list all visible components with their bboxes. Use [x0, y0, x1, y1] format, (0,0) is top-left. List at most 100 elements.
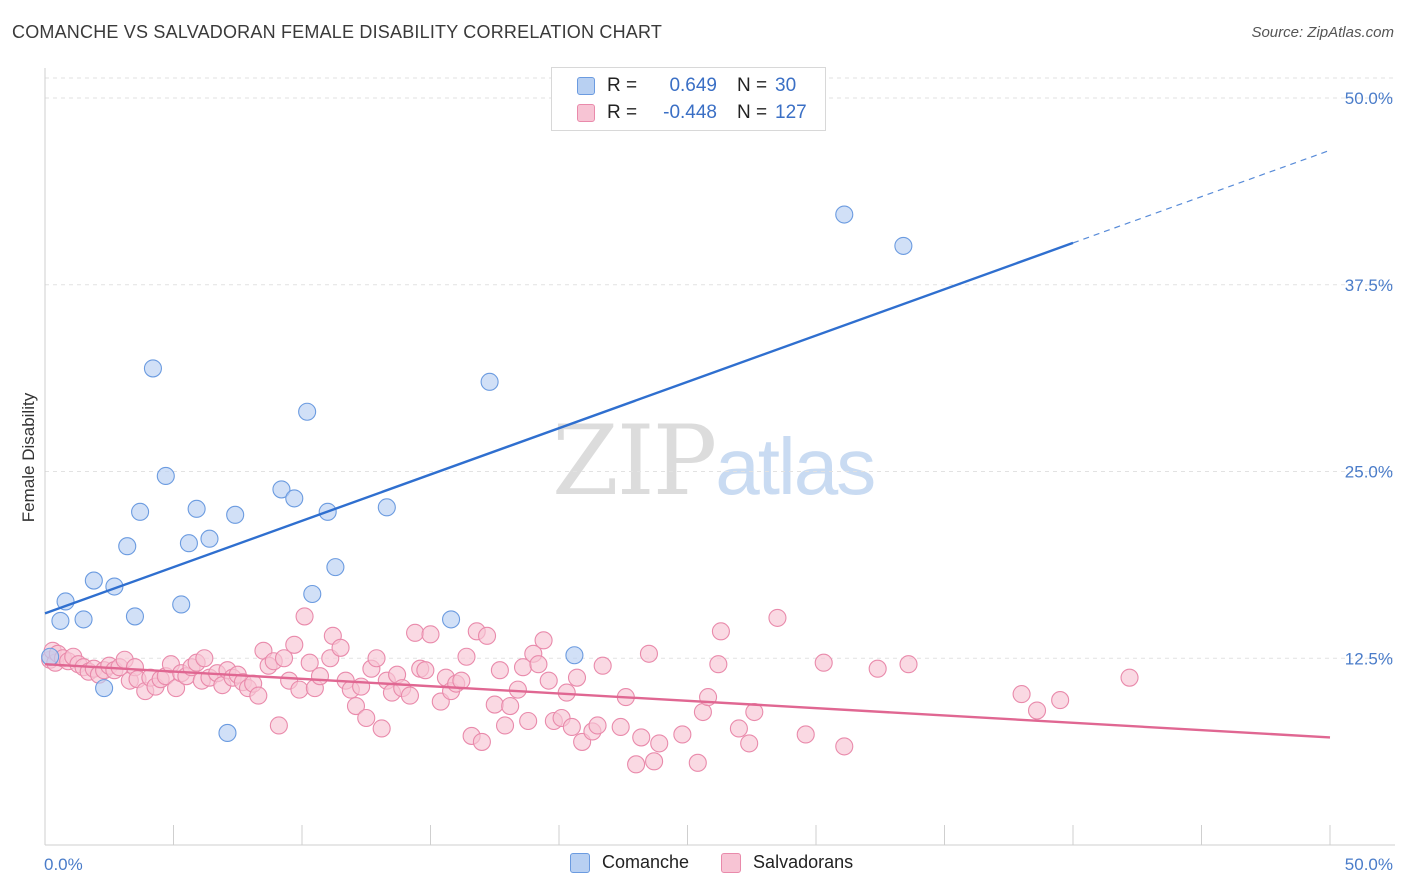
legend-swatch-salvadorans — [577, 104, 595, 122]
salvadoran-point — [729, 719, 748, 738]
series-swatch-comanche — [570, 852, 590, 873]
watermark-atlas: atlas — [715, 422, 876, 511]
comanche-point — [51, 611, 70, 630]
salvadoran-point — [195, 649, 214, 668]
points-layer — [41, 205, 1139, 774]
salvadoran-point — [372, 719, 391, 738]
salvadoran-point — [346, 697, 366, 716]
salvadoran-point — [1027, 701, 1047, 720]
legend-row-salvadorans: R = -0.448 N = 127 — [552, 100, 807, 126]
y-tick-label: 50.0% — [1345, 89, 1393, 108]
salvadoran-point — [632, 728, 651, 747]
salvadoran-point — [352, 677, 371, 696]
salvadoran-point — [529, 655, 548, 674]
salvadoran-point — [457, 647, 476, 666]
salvadoran-point — [519, 711, 538, 731]
comanche-point — [272, 480, 291, 499]
series-legend-salvadorans[interactable]: Salvadorans — [721, 852, 853, 873]
series-label-salvadorans: Salvadorans — [753, 852, 854, 872]
comanche-trend-extension — [1072, 149, 1331, 244]
salvadoran-point — [300, 653, 319, 672]
salvadoran-point — [814, 653, 833, 672]
salvadoran-point — [357, 708, 376, 728]
salvadoran-point — [274, 649, 294, 668]
legend-n-value: 30 — [775, 75, 797, 96]
series-salvadoran-points — [41, 607, 1139, 774]
legend-n-label: N = — [737, 75, 768, 96]
series-legend-comanche[interactable]: Comanche — [570, 852, 689, 873]
comanche-point — [226, 505, 245, 524]
legend-r-label: R = — [607, 75, 638, 96]
y-tick-label: 12.5% — [1345, 649, 1393, 668]
salvadoran-point — [367, 649, 386, 668]
salvadoran-point — [835, 737, 854, 756]
salvadoran-point — [421, 625, 440, 644]
comanche-point — [835, 205, 854, 224]
salvadoran-point — [295, 607, 314, 626]
legend-n-value: 127 — [775, 102, 807, 123]
chart-source: Source: ZipAtlas.com — [1251, 24, 1394, 41]
salvadoran-point — [768, 608, 787, 627]
legend-r-value: 0.649 — [669, 75, 717, 96]
salvadoran-point — [562, 717, 581, 737]
salvadoran-point — [539, 671, 558, 690]
series-swatch-salvadorans — [721, 852, 742, 873]
salvadoran-point — [406, 623, 425, 642]
comanche-point — [285, 489, 304, 508]
comanche-point — [326, 558, 345, 577]
comanche-point — [125, 607, 144, 626]
comanche-point — [298, 402, 317, 421]
salvadoran-point — [490, 661, 509, 680]
salvadoran-point — [650, 734, 669, 753]
salvadoran-point — [485, 695, 504, 714]
salvadoran-point — [593, 656, 612, 675]
salvadoran-point — [508, 680, 527, 699]
comanche-point — [179, 534, 198, 553]
comanche-point — [894, 236, 913, 255]
salvadoran-point — [472, 732, 491, 751]
legend-r-value: -0.448 — [663, 102, 717, 123]
comanche-point — [131, 502, 150, 521]
salvadoran-point — [249, 686, 268, 705]
salvadoran-point — [416, 661, 435, 680]
comanche-point — [565, 646, 584, 665]
trend-layer — [44, 149, 1331, 739]
series-label-comanche: Comanche — [602, 852, 690, 872]
salvadoran-point — [501, 697, 520, 716]
series-comanche-points — [41, 205, 913, 743]
salvadoran-point — [868, 659, 887, 678]
salvadoran-point — [645, 752, 664, 771]
correlation-legend: R = 0.649 N = 30 R = -0.448 N = 127 — [551, 67, 826, 131]
comanche-point — [118, 537, 137, 556]
salvadoran-trend-line — [44, 663, 1331, 739]
comanche-point — [143, 359, 162, 378]
comanche-point — [95, 679, 114, 698]
comanche-point — [200, 529, 219, 548]
salvadoran-point — [534, 631, 553, 650]
comanche-point — [74, 610, 93, 629]
salvadoran-point — [1012, 685, 1031, 704]
salvadoran-point — [310, 667, 330, 686]
comanche-trend-line — [44, 241, 1074, 615]
x-tick-label-min: 0.0% — [44, 855, 83, 874]
salvadoran-point — [495, 716, 515, 735]
axis-layer — [44, 68, 1395, 846]
legend-row-comanche: R = 0.649 N = 30 — [552, 73, 796, 99]
comanche-point — [187, 499, 206, 518]
comanche-point — [172, 595, 191, 614]
salvadoran-point — [588, 716, 607, 735]
watermark-zip: ZIP — [552, 405, 717, 517]
x-tick-label-max: 50.0% — [1345, 855, 1393, 874]
legend-swatch-comanche — [577, 77, 595, 95]
salvadoran-point — [1120, 668, 1139, 687]
comanche-point — [84, 571, 103, 590]
salvadoran-point — [899, 655, 918, 674]
comanche-point — [303, 584, 322, 604]
salvadoran-point — [567, 668, 587, 687]
salvadoran-point — [452, 671, 471, 690]
y-axis-label: Female Disability — [19, 392, 38, 522]
comanche-point — [442, 610, 461, 629]
salvadoran-point — [477, 626, 497, 645]
salvadoran-point — [639, 644, 659, 663]
